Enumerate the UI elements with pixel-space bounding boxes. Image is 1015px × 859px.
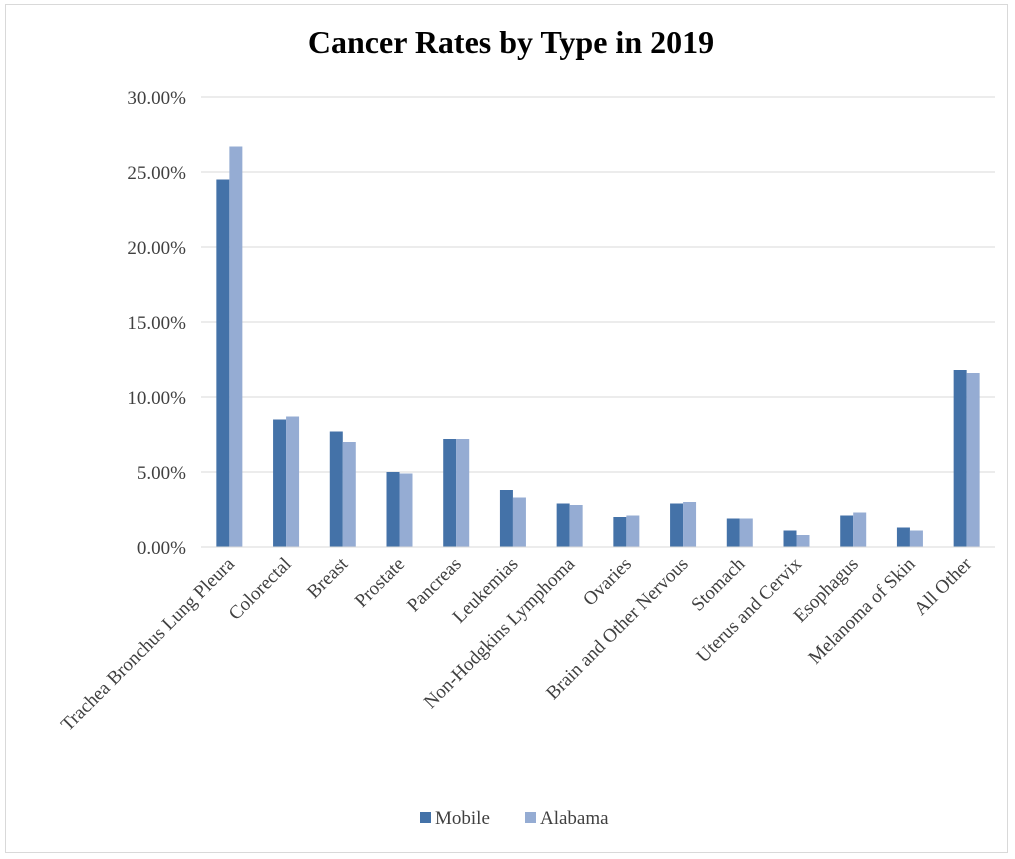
- x-category-label: Prostate: [351, 554, 409, 612]
- x-category-label: Breast: [303, 553, 353, 603]
- x-category-label: Uterus and Cervix: [693, 553, 807, 667]
- bar-mobile: [670, 503, 684, 547]
- bar-alabama: [683, 502, 697, 547]
- legend-swatch-mobile: [420, 812, 431, 823]
- bar-mobile: [273, 419, 287, 547]
- bar-alabama: [512, 497, 526, 547]
- legend: Mobile Alabama: [420, 808, 609, 829]
- legend-label-mobile: Mobile: [435, 808, 490, 829]
- chart-frame: [5, 4, 1008, 853]
- bar-mobile: [726, 518, 740, 547]
- bar-mobile: [329, 431, 343, 547]
- y-tick-label: 15.00%: [127, 313, 186, 334]
- bar-alabama: [286, 416, 300, 547]
- bar-alabama: [569, 505, 583, 547]
- gridlines: [201, 96, 995, 473]
- y-tick-label: 10.00%: [127, 388, 186, 409]
- y-tick-label: 20.00%: [127, 238, 186, 259]
- bar-alabama: [853, 512, 867, 547]
- chart-title: Cancer Rates by Type in 2019: [308, 24, 714, 60]
- y-tick-label: 0.00%: [137, 538, 186, 559]
- bar-alabama: [796, 535, 810, 547]
- x-category-label: Ovaries: [579, 554, 636, 611]
- bar-mobile: [556, 503, 570, 547]
- bar-alabama: [229, 146, 243, 547]
- legend-swatch-alabama: [525, 812, 536, 823]
- bar-mobile: [443, 439, 457, 547]
- bar-alabama: [626, 515, 640, 547]
- bar-alabama: [966, 373, 980, 547]
- bar-mobile: [953, 370, 967, 547]
- y-tick-label: 30.00%: [127, 88, 186, 109]
- y-tick-label: 5.00%: [137, 463, 186, 484]
- x-category-label: Trachea Bronchus Lung Pleura: [57, 553, 239, 735]
- bar-mobile: [896, 527, 910, 547]
- bar-alabama: [739, 518, 753, 547]
- bar-mobile: [386, 472, 400, 547]
- bar-mobile: [216, 179, 230, 547]
- bar-alabama: [399, 473, 413, 547]
- bar-mobile: [499, 490, 513, 547]
- bar-mobile: [840, 515, 854, 547]
- x-category-label: Colorectal: [225, 554, 296, 625]
- bar-alabama: [909, 530, 923, 547]
- x-category-label: Melanoma of Skin: [805, 553, 920, 668]
- bar-alabama: [342, 442, 356, 547]
- x-category-label: All Other: [910, 553, 976, 619]
- bar-mobile: [613, 517, 627, 547]
- bars: [216, 146, 980, 547]
- y-tick-label: 25.00%: [127, 163, 186, 184]
- bar-mobile: [783, 530, 797, 547]
- y-axis-ticks: 0.00% 5.00% 10.00% 15.00% 20.00% 25.00% 30.00%: [127, 88, 186, 559]
- legend-label-alabama: Alabama: [540, 808, 609, 829]
- bar-alabama: [456, 439, 470, 547]
